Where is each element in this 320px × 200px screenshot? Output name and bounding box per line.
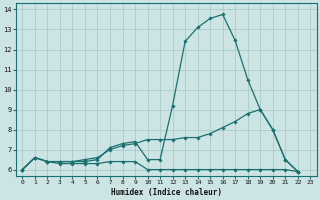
- X-axis label: Humidex (Indice chaleur): Humidex (Indice chaleur): [111, 188, 222, 197]
